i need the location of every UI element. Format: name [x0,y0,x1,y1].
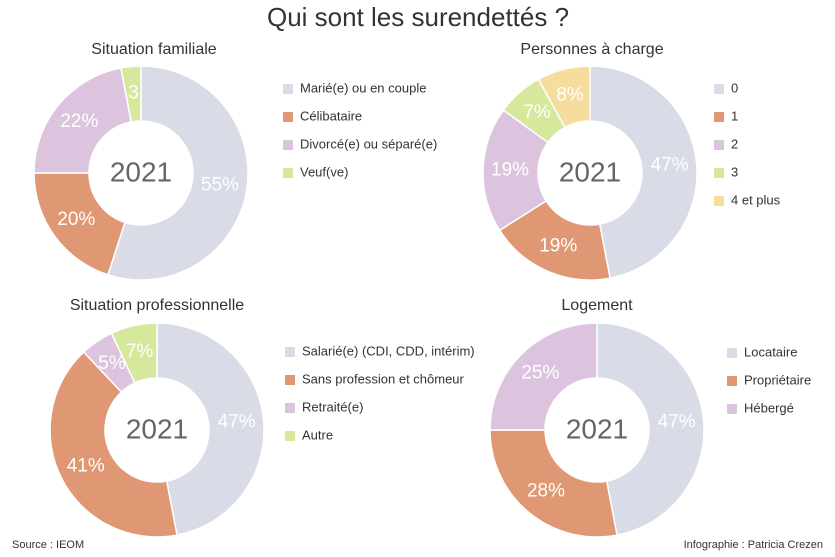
credit: Infographie : Patricia Crezen [684,539,823,551]
legend-label: 0 [731,80,738,95]
legend-label: 3 [731,164,738,179]
value-label: 3 [128,82,139,103]
legend-label: Veuf(ve) [300,164,348,179]
legend-swatch [727,404,737,414]
legend-label: Salarié(e) (CDI, CDD, intérim) [302,343,475,358]
slice [537,65,591,129]
legend-label: 4 et plus [731,192,781,207]
slice [589,65,698,279]
chart-title: Logement [561,297,633,314]
center-label: 2021 [126,413,188,444]
slice [110,322,158,384]
slice [106,65,249,281]
slice [489,322,598,431]
legend-swatch [285,403,295,413]
value-label: 47% [218,411,256,432]
value-label: 55% [201,175,239,196]
center-label: 2021 [566,413,628,444]
slice [33,67,133,174]
legend-swatch [283,84,293,94]
legend-label: Marié(e) ou en couple [300,80,426,95]
legend-swatch [285,347,295,357]
legend-label: Hébergé [744,400,794,415]
legend-swatch [714,168,724,178]
legend-label: Célibataire [300,108,362,123]
value-label: 41% [67,455,105,476]
value-label: 5% [98,353,126,374]
value-label: 7% [126,341,154,362]
legend-label: Locataire [744,344,797,359]
legend-swatch [285,431,295,441]
slice [33,172,126,276]
value-label: 28% [527,481,565,502]
value-label: 20% [57,209,95,230]
legend-swatch [727,348,737,358]
slice [120,65,142,123]
value-label: 22% [60,111,98,132]
center-label: 2021 [559,156,621,187]
slice [489,429,618,538]
legend-label: 2 [731,136,738,151]
chart-title: Situation professionnelle [70,297,244,314]
legend-label: Divorcé(e) ou séparé(e) [300,136,437,151]
center-label: 2021 [110,156,172,187]
slice [49,350,178,538]
legend-swatch [283,168,293,178]
legend-swatch [283,112,293,122]
legend-swatch [285,375,295,385]
chart-title: Personnes à charge [520,41,663,58]
value-label: 47% [658,411,696,432]
slice [596,322,705,536]
legend-swatch [714,140,724,150]
legend-label: 1 [731,108,738,123]
legend-label: Retraité(e) [302,399,363,414]
slice [156,322,265,536]
legend-swatch [714,196,724,206]
legend-swatch [714,84,724,94]
legend-label: Sans profession et chômeur [302,371,465,386]
value-label: 7% [523,102,551,123]
source: Source : IEOM [12,539,84,551]
legend-label: Propriétaire [744,372,811,387]
value-label: 19% [539,235,577,256]
value-label: 19% [491,160,529,181]
legend-label: Autre [302,427,333,442]
legend-swatch [727,376,737,386]
legend-swatch [283,140,293,150]
value-label: 47% [651,154,689,175]
legend-swatch [714,112,724,122]
page-title: Qui sont les surendettés ? [267,2,569,32]
chart-title: Situation familiale [91,41,217,58]
value-label: 8% [556,85,584,106]
value-label: 25% [521,362,559,383]
